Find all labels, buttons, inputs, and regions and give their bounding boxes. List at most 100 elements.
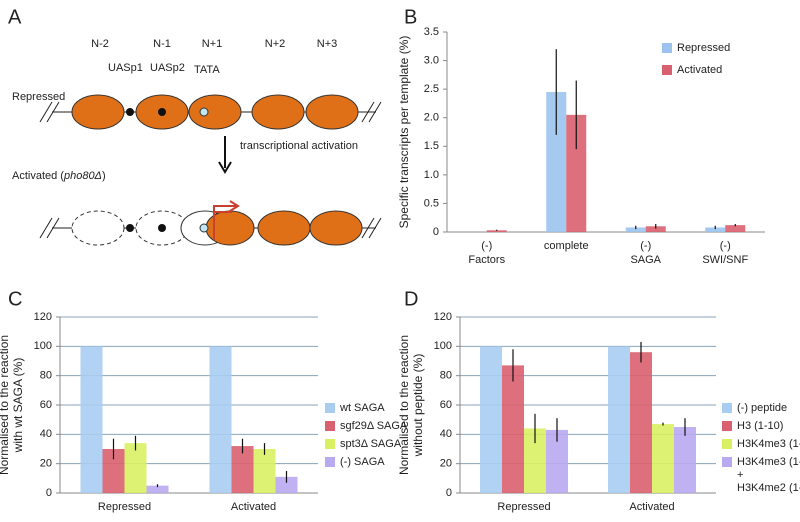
bar [102,449,125,493]
legend-swatch [325,403,335,413]
legend-label: H3K4me3 (1-10) [737,456,800,468]
x-tick-label: (-) [481,240,492,252]
y-tick-label: 120 [34,311,52,323]
bar [625,227,646,232]
uas [158,108,166,116]
nucleosomes [205,210,363,246]
panel-label: D [404,288,418,310]
bar [608,346,630,493]
y-tick-label: 100 [34,340,52,352]
bar [630,352,652,493]
y-tick-label: 0.5 [424,197,439,209]
legend-swatch [662,43,672,53]
legend-label: H3 (1-10) [737,420,783,432]
tata [199,107,209,117]
element-label: UASp1 [108,62,143,74]
legend-swatch [722,421,732,431]
bar [231,446,254,493]
row-label: Activated (pho80Δ) [12,170,106,182]
nucleosomes [71,94,359,130]
break [39,217,382,239]
text: Activated ( [12,170,64,182]
nucleosome-label: N+3 [317,38,338,50]
y-tick-label: 1.0 [424,169,439,181]
legend-label: (-) peptide [737,402,787,414]
legend-label: + [737,469,743,481]
y-tick-label: 40 [40,428,52,440]
arrow-head [218,161,232,174]
y-axis-label: Normalised to the reaction [0,335,11,475]
evicted-nucleosome [71,210,125,246]
x-tick-label: SAGA [630,254,661,266]
x-tick-label: Repressed [98,501,151,513]
y-tick-label: 20 [40,458,52,470]
arrow-label: transcriptional activation [240,140,358,152]
transcription-arrow [213,200,240,240]
diagram: A N-2 N-1 N+1 N+2 N+3 Repressed UASp1 UA… [8,6,382,246]
x-tick-label: (-) [640,240,651,252]
nucleosome-label: N+1 [202,38,223,50]
bar [80,346,103,493]
y-axis-label: Normalised to the reaction [397,335,411,475]
nucleosome-label: N-1 [153,38,171,50]
y-tick-label: 60 [440,399,452,411]
bar [705,227,726,232]
y-axis-label: with wt SAGA (%) [11,358,25,454]
legend-swatch [325,439,335,449]
bar [546,92,567,232]
legend-label: Activated [677,64,722,76]
bar [652,424,674,493]
x-tick-label: Activated [629,501,674,513]
text: ) [102,170,106,182]
bar [645,226,666,232]
panel-label: A [8,6,22,28]
uas [126,108,134,116]
x-tick-label: Repressed [497,501,550,513]
panel-label: C [8,288,22,310]
text: pho80Δ [63,170,102,182]
y-tick-label: 3.5 [424,26,439,38]
legend-label: wt SAGA [339,402,385,414]
y-tick-label: 0 [433,226,439,238]
legend-swatch [722,403,732,413]
legend-label: Repressed [677,42,730,54]
x-tick-label: SWI/SNF [702,254,748,266]
x-tick-label: Factors [468,254,505,266]
y-tick-label: 100 [434,340,452,352]
x-tick-label: (-) [720,240,731,252]
y-tick-label: 2.0 [424,112,439,124]
nucleosome-label: N+2 [265,38,286,50]
legend-label: sgf29Δ SAGA [340,420,408,432]
y-tick-label: 0 [46,487,52,499]
uas [126,224,134,232]
nucleosome-label: N-2 [91,38,109,50]
legend-label: spt3Δ SAGA [340,438,402,450]
bar [725,225,746,232]
y-tick-label: 0 [446,487,452,499]
uas [158,224,166,232]
y-tick-label: 120 [434,311,452,323]
legend-swatch [325,421,335,431]
legend-swatch [662,65,672,75]
bar [502,365,524,493]
legend-label: H3K4me3 (1-10) [737,438,800,450]
bar [480,346,502,493]
y-tick-label: 1.5 [424,140,439,152]
bar [146,485,169,493]
x-tick-label: Activated [231,501,276,513]
x-tick-label: complete [544,240,589,252]
legend-swatch [722,439,732,449]
bar [486,230,507,232]
tata [199,223,209,233]
y-tick-label: 20 [440,458,452,470]
element-label: TATA [194,64,220,76]
bar [674,427,696,493]
legend-label: H3K4me2 (1-10) [737,482,800,494]
y-tick-label: 2.5 [424,83,439,95]
y-axis-label: Specific transcripts per template (%) [397,36,411,229]
bar [124,443,147,493]
y-tick-label: 80 [440,370,452,382]
legend-swatch [722,457,732,467]
row-label: Repressed [12,91,65,103]
